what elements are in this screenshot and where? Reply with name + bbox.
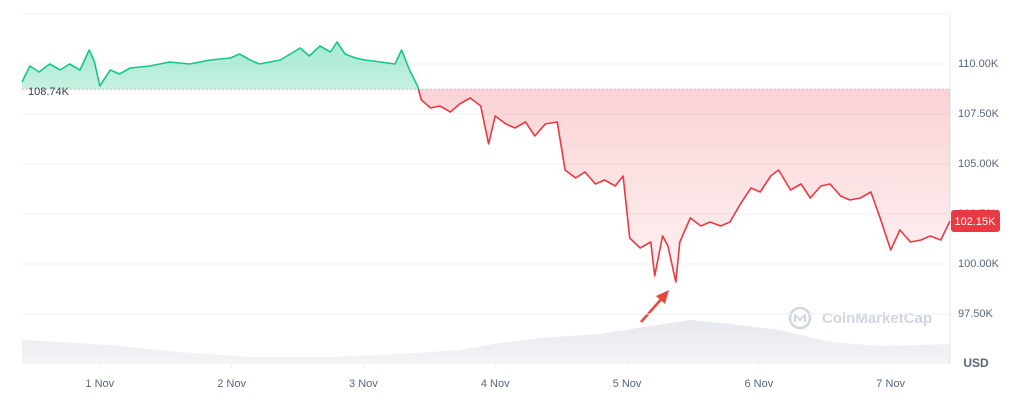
- y-tick-label: 110.00K: [958, 58, 999, 70]
- last-price-label: 102.15K: [955, 216, 997, 228]
- x-tick-label: 4 Nov: [481, 378, 510, 390]
- x-tick-label: 3 Nov: [349, 378, 378, 390]
- y-tick-label: 107.50K: [958, 108, 1000, 120]
- x-tick-label: 7 Nov: [876, 378, 905, 390]
- watermark-logo: [788, 306, 812, 330]
- x-tick-label: 6 Nov: [744, 378, 773, 390]
- currency-label: USD: [963, 356, 989, 370]
- y-tick-label: 105.00K: [958, 158, 1000, 170]
- price-line: [21, 41, 951, 283]
- x-tick-label: 5 Nov: [613, 378, 642, 390]
- y-tick-label: 97.50K: [958, 308, 994, 320]
- baseline-label: 108.74K: [28, 86, 70, 98]
- watermark: CoinMarketCap: [822, 310, 932, 327]
- last-price-box: [951, 210, 1000, 232]
- x-tick-label: 1 Nov: [85, 378, 114, 390]
- volume-area: [22, 320, 950, 364]
- x-tick-label: 2 Nov: [217, 378, 246, 390]
- annotation-arrow-head: [656, 290, 669, 304]
- area-fill: [22, 42, 950, 282]
- y-tick-label: 100.00K: [958, 258, 1000, 270]
- annotation-arrow: [640, 295, 665, 323]
